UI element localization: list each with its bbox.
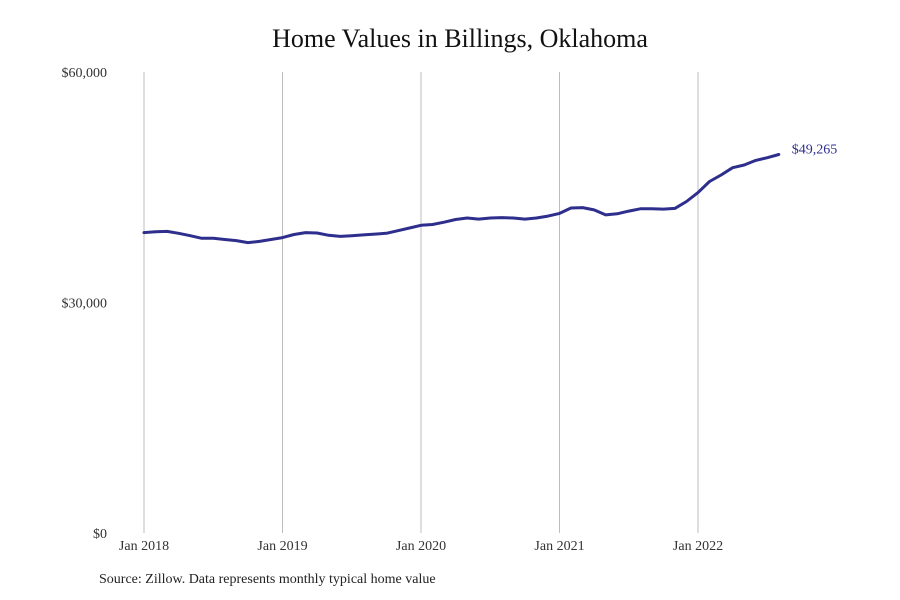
chart-title: Home Values in Billings, Oklahoma <box>272 24 648 53</box>
annotations: $49,265 <box>792 142 838 157</box>
y-axis-tick-labels: $0 $30,000 $60,000 <box>62 66 108 542</box>
x-tick-label-4: Jan 2022 <box>673 539 723 554</box>
x-tick-label-0: Jan 2018 <box>119 539 169 554</box>
y-tick-label-0: $0 <box>93 527 107 542</box>
x-tick-label-2: Jan 2020 <box>396 539 446 554</box>
x-axis-tick-labels: Jan 2018 Jan 2019 Jan 2020 Jan 2021 Jan 2022 <box>119 539 723 554</box>
series-group <box>142 153 781 245</box>
y-tick-label-2: $60,000 <box>62 66 108 81</box>
source-note: Source: Zillow. Data represents monthly … <box>99 572 436 587</box>
series-line-0 <box>142 153 781 245</box>
x-tick-label-1: Jan 2019 <box>257 539 307 554</box>
y-tick-label-1: $30,000 <box>62 297 108 312</box>
end-value-label: $49,265 <box>792 142 838 157</box>
x-tick-label-3: Jan 2021 <box>534 539 584 554</box>
gridlines <box>143 72 699 533</box>
